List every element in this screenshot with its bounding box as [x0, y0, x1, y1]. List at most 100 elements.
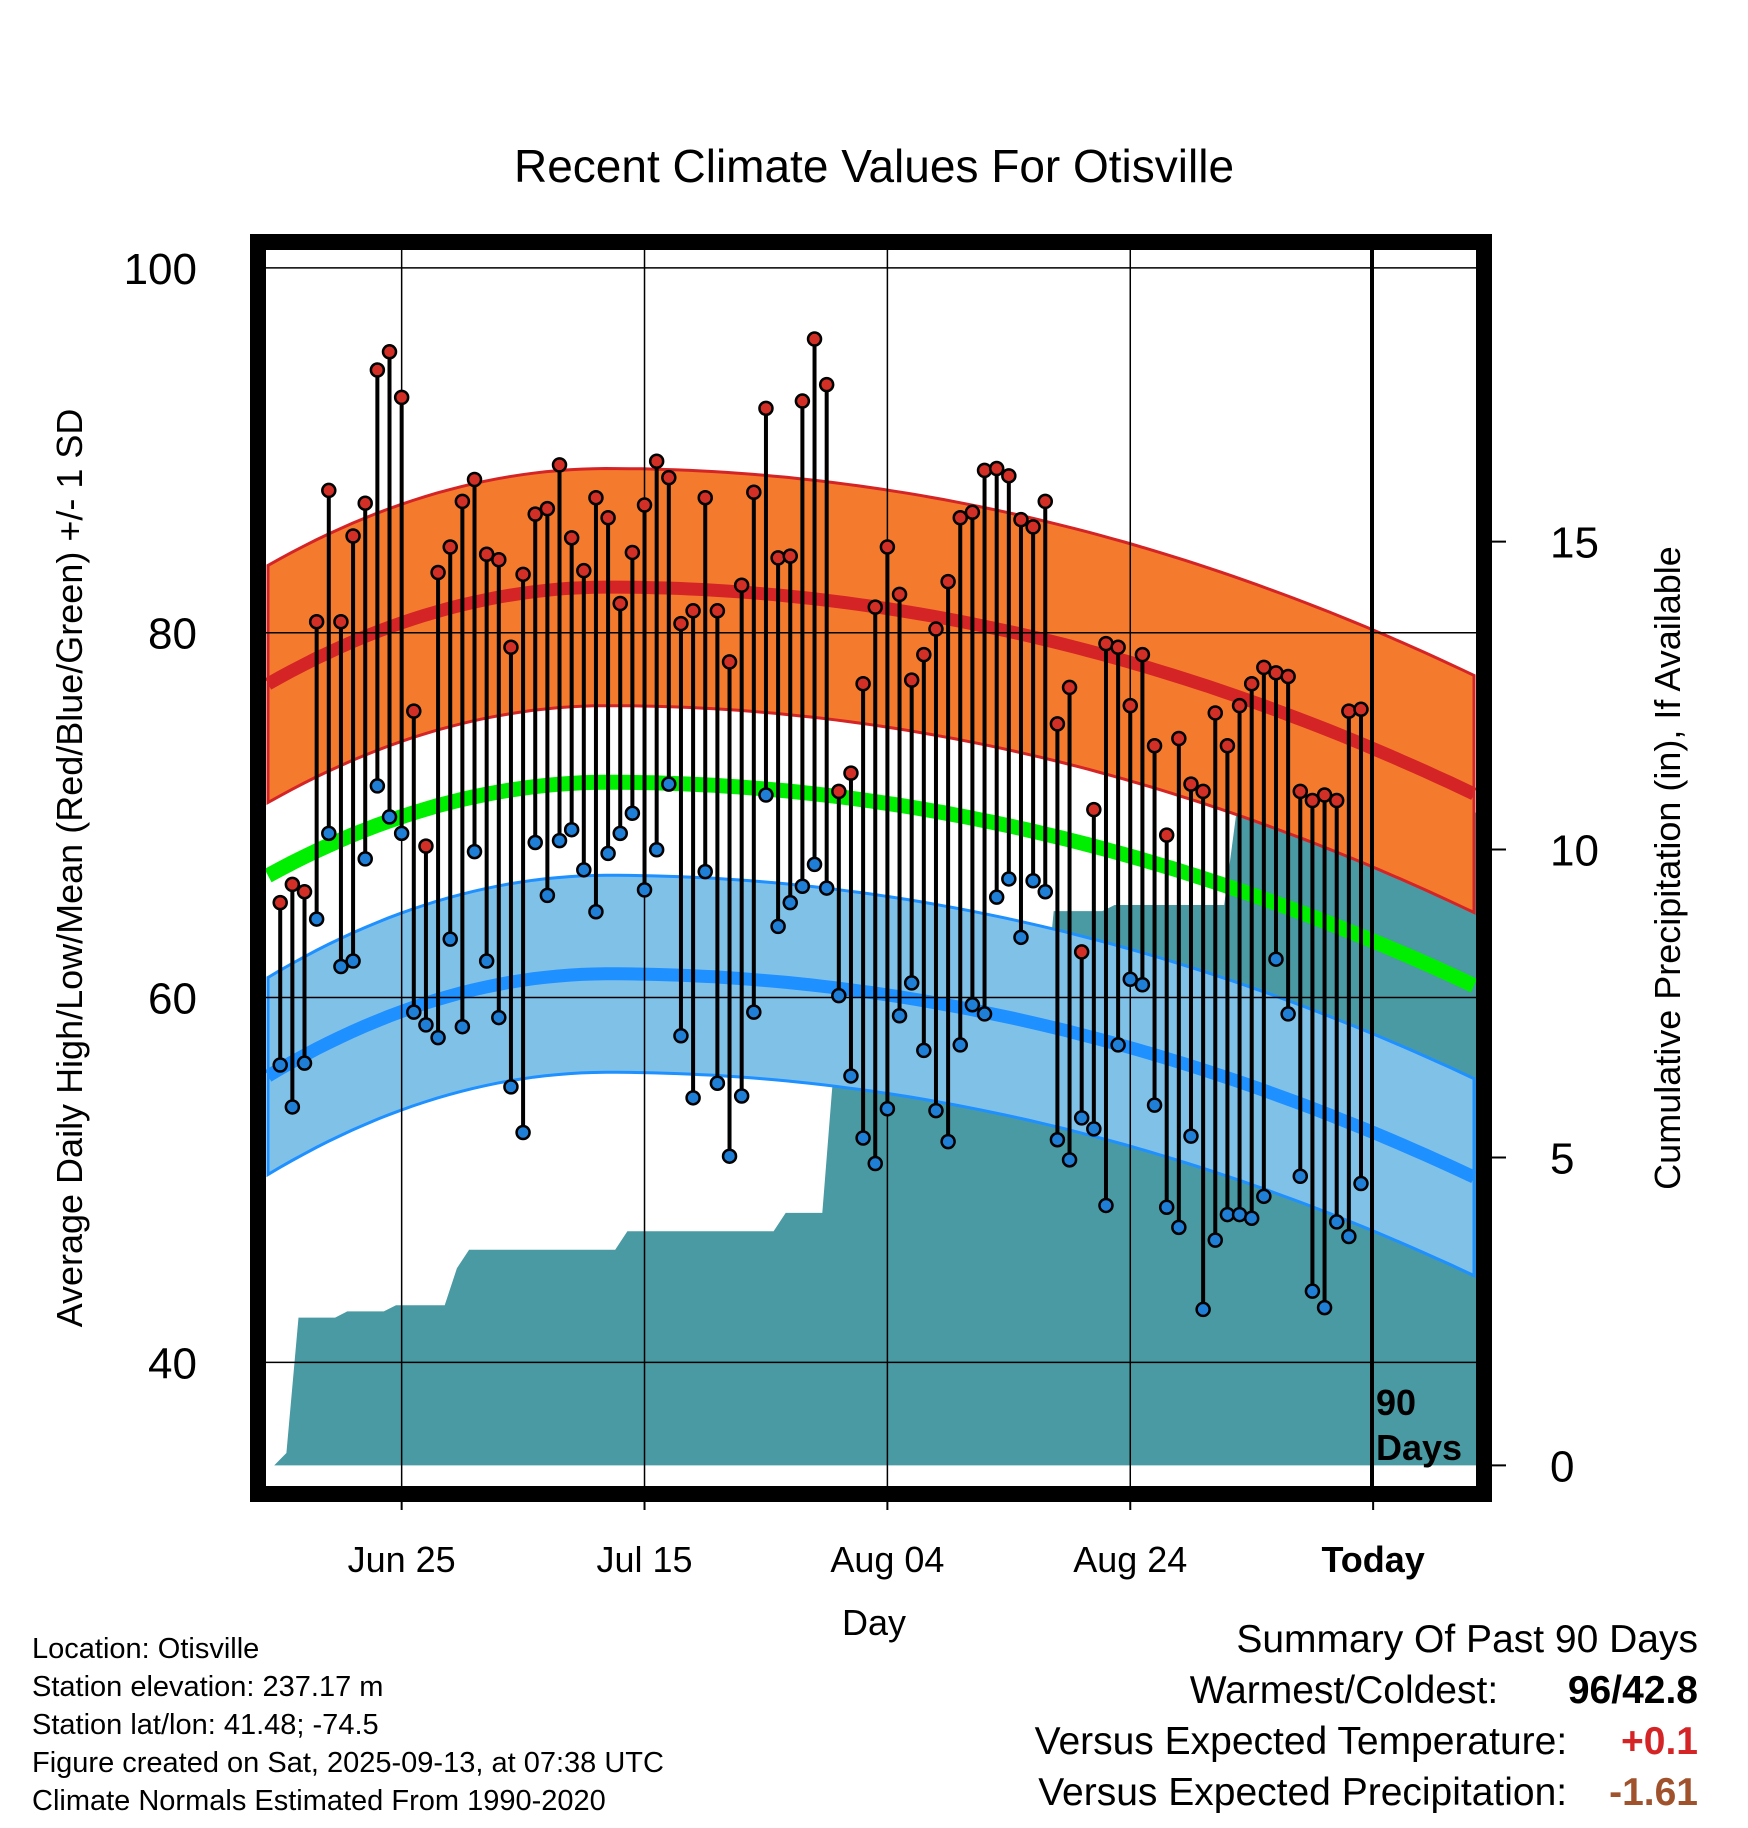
daily-low-point — [333, 958, 349, 975]
daily-low-point — [1280, 1006, 1296, 1022]
daily-low-point — [478, 953, 495, 969]
precip-vs-expected-value: -1.61 — [1609, 1771, 1698, 1814]
daily-low-point — [1025, 873, 1041, 889]
daily-high-point — [333, 614, 349, 630]
daily-high-point — [940, 573, 956, 590]
daily-high-point — [321, 482, 337, 499]
daily-high-point — [1207, 705, 1224, 721]
daily-high-point — [284, 876, 301, 893]
daily-low-point — [551, 832, 568, 849]
daily-low-point — [272, 1057, 288, 1073]
daily-low-point — [454, 1018, 471, 1035]
daily-low-point — [576, 862, 592, 878]
daily-low-point — [855, 1130, 871, 1146]
daily-range-layer — [272, 331, 1369, 1318]
daily-high-point — [612, 595, 628, 612]
daily-low-point — [1341, 1228, 1357, 1245]
coldest-value: 42.8 — [1622, 1669, 1698, 1712]
info-normals: Climate Normals Estimated From 1990-2020 — [32, 1785, 606, 1817]
x-axis-label: Day — [842, 1602, 906, 1643]
daily-low-point — [1098, 1197, 1114, 1214]
today-marker-label-number: 90 — [1376, 1382, 1416, 1423]
daily-low-point — [393, 825, 410, 842]
daily-high-point — [697, 489, 713, 506]
daily-low-point — [1207, 1232, 1224, 1248]
daily-low-point — [600, 845, 616, 862]
high-sd-band — [266, 466, 1476, 915]
daily-low-point — [916, 1042, 932, 1059]
daily-high-point — [442, 539, 458, 555]
summary-temp-row: Versus Expected Temperature: +0.1 — [1035, 1720, 1698, 1764]
daily-low-point — [406, 1004, 422, 1020]
warm-cold-separator: / — [1611, 1669, 1623, 1712]
daily-high-point — [794, 393, 811, 409]
x-tick-label: Aug 04 — [830, 1539, 944, 1580]
daily-high-point — [1134, 646, 1151, 663]
daily-low-point — [321, 825, 337, 842]
daily-low-point — [673, 1028, 689, 1044]
x-tick-label: Today — [1321, 1539, 1424, 1580]
daily-low-point — [1110, 1037, 1126, 1053]
mean-normal-line — [264, 774, 1478, 993]
daily-low-point — [733, 1088, 750, 1104]
normal-bands-layer — [264, 466, 1478, 1278]
y-axis-left-label: Average Daily High/Low/Mean (Red/Blue/Gr… — [49, 409, 90, 1328]
daily-low-point — [588, 904, 604, 920]
summary-precip-row: Versus Expected Precipitation: -1.61 — [1038, 1771, 1698, 1815]
daily-low-point — [1122, 971, 1139, 988]
summary-warm-cold-row: Warmest/Coldest: 96/42.8 — [1190, 1669, 1698, 1713]
daily-high-point — [1025, 519, 1041, 535]
daily-low-point — [563, 821, 580, 838]
daily-high-point — [1280, 668, 1296, 685]
plot-frame — [250, 234, 1492, 1502]
daily-low-point — [1195, 1301, 1211, 1318]
daily-low-point — [976, 1006, 993, 1022]
daily-high-point — [624, 544, 641, 561]
daily-low-point — [1158, 1199, 1175, 1216]
daily-high-point — [1183, 776, 1199, 792]
daily-low-point — [1073, 1110, 1090, 1126]
daily-high-point — [393, 389, 410, 406]
daily-low-point — [1292, 1168, 1309, 1185]
daily-high-point — [1049, 716, 1066, 732]
daily-low-point — [709, 1075, 726, 1091]
axes-layer: 100 80 60 40 15 10 5 0 Jun 25 Jul 15 Aug 04 Aug 24 T… — [124, 245, 1599, 1580]
y-axis-right-label: Cumulative Precipitation (in), If Availa… — [1647, 546, 1688, 1190]
daily-high-point — [345, 528, 361, 544]
daily-high-point — [296, 883, 313, 900]
daily-low-point — [539, 887, 556, 904]
daily-high-point — [369, 362, 386, 378]
x-tick-label: Aug 24 — [1073, 1539, 1187, 1580]
daily-low-point — [284, 1099, 301, 1115]
daily-high-point — [782, 548, 798, 564]
daily-high-point — [1231, 697, 1248, 714]
daily-low-point — [1037, 883, 1054, 900]
y-right-tick-label: 5 — [1550, 1134, 1574, 1183]
daily-high-point — [1256, 659, 1272, 676]
daily-high-point — [916, 646, 932, 663]
daily-low-point — [928, 1102, 944, 1119]
daily-high-point — [964, 504, 981, 521]
daily-high-point — [454, 493, 471, 510]
daily-high-point — [818, 376, 835, 393]
daily-high-point — [988, 460, 1005, 477]
daily-high-point — [1341, 703, 1357, 719]
daily-low-point — [491, 1009, 507, 1026]
daily-high-point — [636, 497, 653, 513]
daily-high-point — [515, 566, 531, 583]
daily-high-point — [418, 838, 434, 854]
daily-high-point — [563, 530, 580, 546]
daily-low-point — [782, 894, 798, 911]
daily-low-point — [418, 1017, 434, 1033]
daily-low-point — [1183, 1128, 1199, 1144]
daily-low-point — [1049, 1132, 1066, 1148]
daily-high-point — [551, 457, 568, 473]
daily-high-point — [855, 676, 871, 692]
daily-high-point — [1146, 738, 1163, 754]
daily-high-point — [1316, 787, 1333, 803]
daily-low-point — [746, 1004, 762, 1020]
daily-low-point — [624, 805, 641, 822]
daily-high-point — [1292, 783, 1309, 800]
daily-high-point — [1073, 944, 1090, 960]
